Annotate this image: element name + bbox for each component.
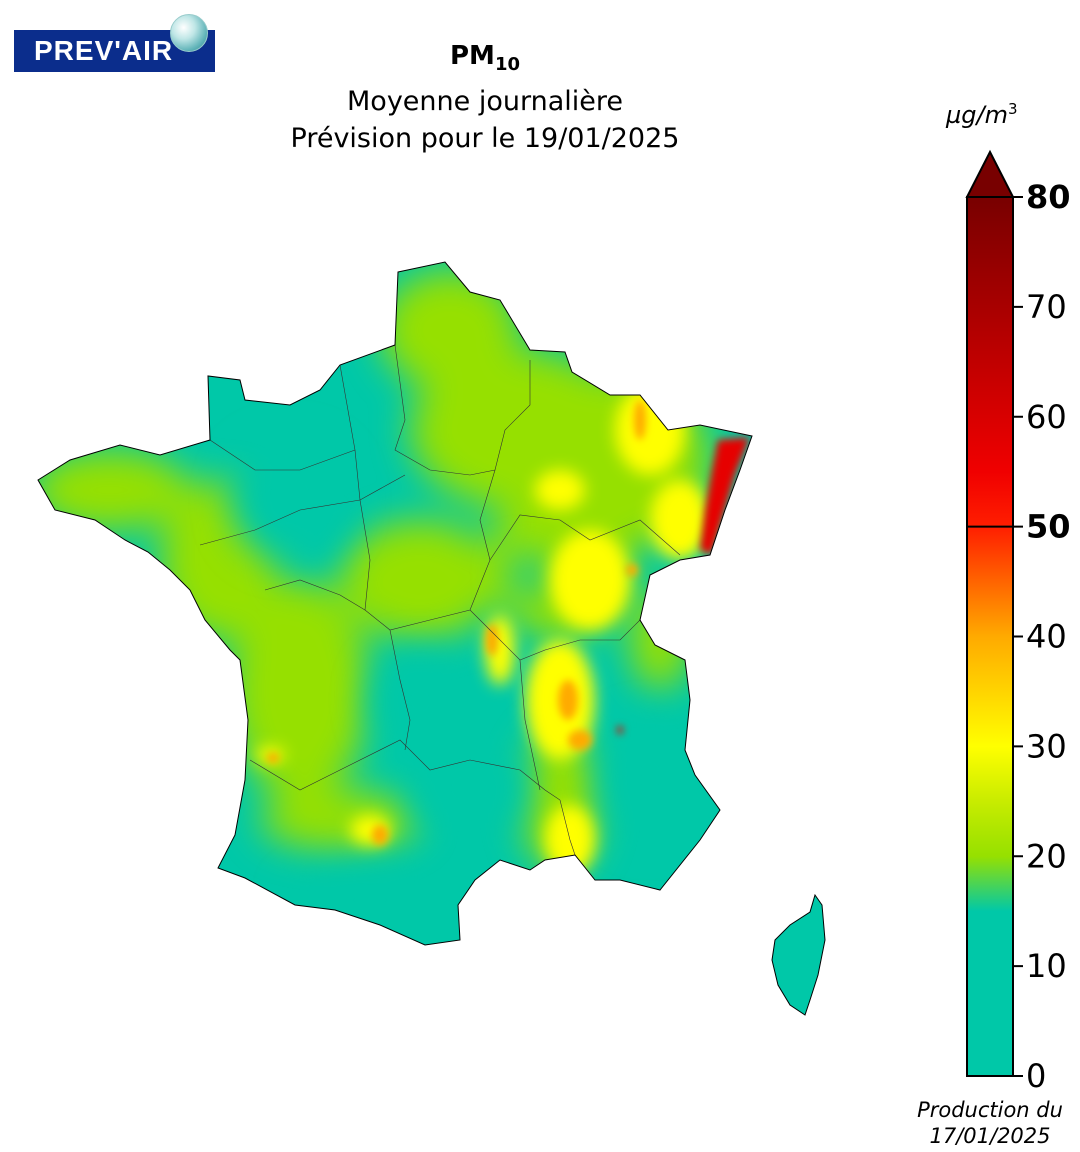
title-line-1: Moyenne journalière xyxy=(347,86,623,118)
colorbar-tick-label: 30 xyxy=(1026,727,1067,765)
colorbar-tick-label: 70 xyxy=(1026,288,1067,326)
globe-icon xyxy=(170,14,208,52)
map-title: PM10 Moyenne journalière Prévision pour … xyxy=(180,38,790,157)
production-line-1: Production du xyxy=(917,1098,1063,1122)
prevair-logo: PREV'AIR xyxy=(14,14,216,72)
map-moderate-zones xyxy=(38,270,710,870)
france-map xyxy=(37,261,753,946)
colorbar-tick-label: 60 xyxy=(1026,398,1067,436)
colorbar-tick-label: 20 xyxy=(1026,837,1067,875)
colorbar: 0 10 20 30 40 50 60 70 80 xyxy=(965,149,1071,1095)
colorbar-tick-label: 10 xyxy=(1026,947,1067,985)
region-boundaries xyxy=(199,344,681,856)
pollutant-subscript: 10 xyxy=(494,54,520,76)
production-date: Production du 17/01/2025 xyxy=(890,1097,1080,1149)
colorbar-tick-label: 0 xyxy=(1026,1057,1046,1095)
unit-label: µg/m3 xyxy=(946,100,1018,129)
title-line-2: Prévision pour le 19/01/2025 xyxy=(290,123,680,155)
colorbar-tick-label: 50 xyxy=(1026,508,1071,546)
france-coastline xyxy=(37,261,753,946)
colorbar-extend-triangle xyxy=(965,149,1015,198)
colorbar-tick-label: 80 xyxy=(1026,178,1071,216)
map-high-zones xyxy=(267,400,646,845)
colorbar-gradient xyxy=(967,197,1013,1076)
corsica-island xyxy=(771,893,826,1016)
pollutant-name: PM10 xyxy=(450,41,520,76)
production-line-2: 17/01/2025 xyxy=(929,1124,1051,1148)
unit-exponent: 3 xyxy=(1007,100,1018,118)
map-very-high-zones xyxy=(617,437,750,734)
colorbar-tick-label: 40 xyxy=(1026,618,1067,656)
logo-text: PREV'AIR xyxy=(34,35,174,66)
